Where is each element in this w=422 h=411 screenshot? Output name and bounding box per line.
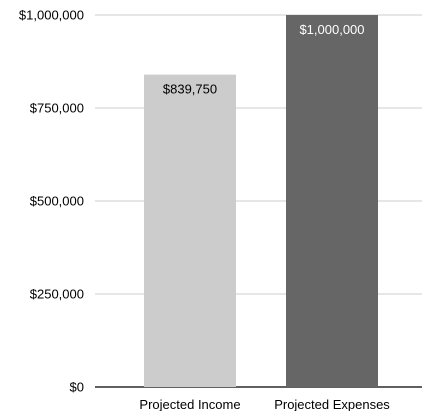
y-tick-label: $0 [70, 380, 84, 395]
bars [144, 15, 378, 387]
data-labels: $839,750 $1,000,000 [163, 22, 365, 97]
x-tick-label: Projected Expenses [274, 397, 390, 411]
y-tick-label: $1,000,000 [19, 8, 84, 23]
bar [286, 15, 378, 387]
y-tick-label: $750,000 [30, 101, 84, 116]
bar [144, 74, 236, 387]
x-tick-label: Projected Income [139, 397, 240, 411]
data-label: $1,000,000 [299, 22, 364, 37]
data-label: $839,750 [163, 82, 217, 97]
y-tick-label: $500,000 [30, 194, 84, 209]
y-axis-ticks: $0 $250,000 $500,000 $750,000 $1,000,000 [19, 8, 84, 395]
y-tick-label: $250,000 [30, 287, 84, 302]
x-axis-categories: Projected Income Projected Expenses [139, 397, 390, 411]
